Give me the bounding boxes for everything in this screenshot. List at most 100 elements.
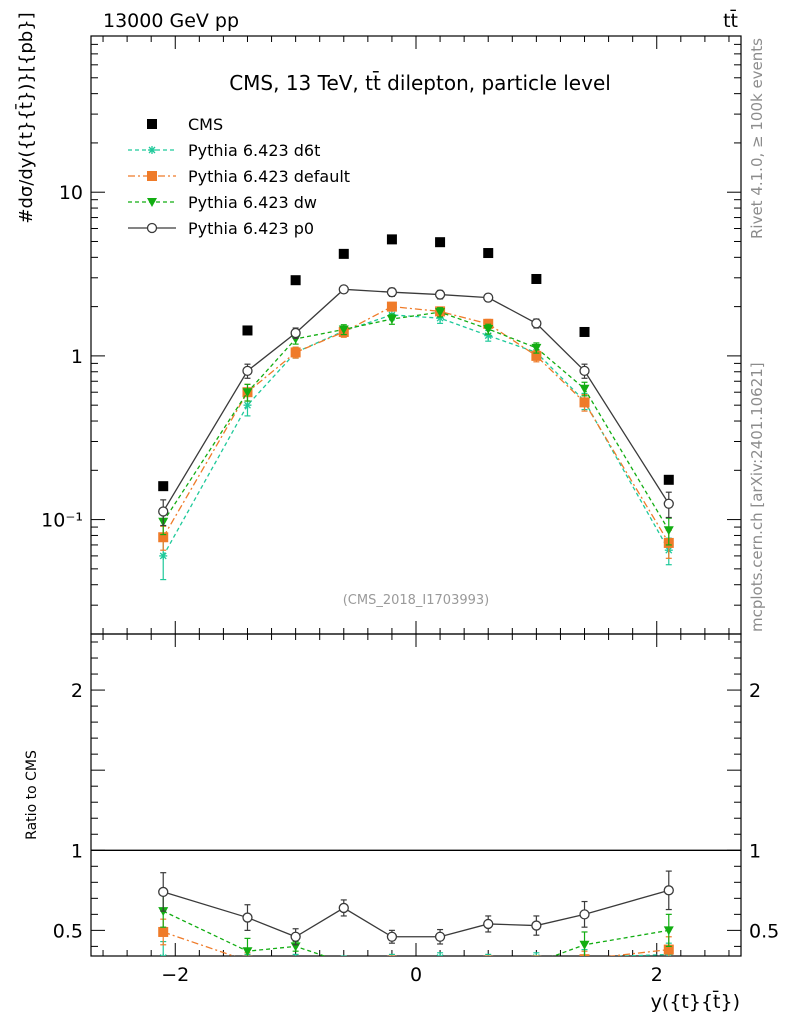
ratio-y-tick-label-right: 2 (749, 680, 761, 702)
ratio-point (242, 955, 253, 956)
ratio-point (386, 955, 397, 956)
legend-marker (148, 146, 156, 154)
ratio-point (663, 885, 674, 896)
data-point (242, 325, 253, 336)
data-point (531, 318, 542, 329)
data-point (158, 506, 169, 517)
ratio-point (243, 958, 251, 966)
ratio-point (483, 958, 493, 967)
data-point (663, 526, 674, 536)
ratio-point (339, 958, 349, 967)
x-tick-label: −2 (161, 964, 189, 986)
ratio-y-tick-label-right: 1 (749, 840, 761, 862)
data-point (531, 343, 542, 353)
ratio-point (531, 958, 541, 967)
ratio-y-tick-label-right: 0.5 (749, 920, 779, 942)
ratio-point (483, 918, 494, 930)
ratio-point (435, 957, 445, 967)
data-point (663, 474, 674, 485)
process-label: tt̄ (723, 8, 738, 32)
data-point (386, 315, 397, 325)
legend-label: Pythia 6.423 dw (188, 193, 317, 212)
legend-item: CMS (147, 115, 223, 134)
data-point (338, 284, 349, 295)
data-point (434, 289, 446, 300)
legend-item: Pythia 6.423 dw (128, 193, 317, 212)
series-2 (158, 301, 674, 559)
ratio-series-3 (158, 870, 674, 946)
data-point (386, 287, 398, 298)
ratio-point (579, 909, 590, 920)
legend-label: Pythia 6.423 p0 (188, 219, 314, 238)
main-panel-data (158, 234, 674, 581)
ratio-point (158, 886, 169, 898)
ratio-point (339, 957, 349, 967)
data-point (290, 275, 301, 286)
data-point (159, 551, 168, 560)
x-tick-label: 2 (651, 964, 663, 986)
ratio-point (531, 955, 542, 956)
ratio-y-tick-label: 0.5 (53, 920, 83, 942)
mcplots-credit-label: mcplots.cern.ch [arXiv:2401.10621] (748, 362, 766, 632)
data-point (242, 365, 253, 377)
y-axis-label: #dσ/dy({t}{t̄})}[{pb}] (15, 12, 37, 223)
data-point (386, 301, 397, 312)
legend: CMS Pythia 6.423 d6t Pythia 6.423 default P… (128, 115, 350, 238)
ratio-y-tick-label: 1 (71, 840, 83, 862)
ratio-point (579, 940, 590, 950)
ratio-point (663, 926, 674, 936)
ratio-point (532, 953, 540, 956)
rivet-version-label: Rivet 4.1.0, ≥ 100k events (748, 38, 766, 239)
series-1 (159, 309, 673, 581)
ratio-point (531, 920, 542, 931)
ratio-series-2 (158, 894, 674, 967)
data-point (243, 401, 252, 410)
ratio-y-axis-label: Ratio to CMS (24, 750, 40, 840)
data-point (663, 498, 674, 509)
legend-marker (146, 222, 158, 234)
ratio-point (290, 931, 301, 942)
ratio-point (435, 958, 445, 967)
series-line (162, 314, 670, 557)
legend-item: Pythia 6.423 default (128, 167, 350, 186)
y-tick-label: 1 (71, 346, 83, 368)
legend-marker (147, 119, 157, 129)
data-point (531, 350, 542, 361)
data-point (290, 327, 301, 339)
legend-label: Pythia 6.423 d6t (188, 141, 320, 160)
collision-label: 13000 GeV pp (103, 10, 239, 32)
data-point (435, 308, 446, 318)
ratio-point (340, 957, 348, 965)
x-axis-label: y({t}{t̄}) (651, 989, 740, 1013)
data-point (338, 325, 349, 335)
ratio-point (242, 912, 253, 923)
data-point (579, 397, 590, 408)
legend-item: Pythia 6.423 p0 (128, 219, 314, 238)
ratio-point (159, 953, 167, 956)
ratio-line (163, 889, 669, 938)
main-panel-axes: 10⁻¹ 1 10 (41, 35, 742, 635)
data-point (386, 234, 397, 245)
ratio-point (663, 944, 674, 955)
legend-marker (147, 198, 157, 207)
ratio-panel-axes: −2 0 2 0.5 0.5 1 1 2 2 (53, 633, 779, 986)
series-line (162, 305, 670, 544)
data-point (242, 388, 253, 398)
ratio-panel-data (158, 870, 674, 967)
analysis-watermark: (CMS_2018_I1703993) (343, 593, 490, 608)
ratio-clipped (158, 870, 674, 967)
series-line (162, 288, 670, 512)
ratio-point (338, 902, 349, 914)
legend-item: Pythia 6.423 d6t (128, 141, 320, 160)
ratio-point (158, 926, 169, 937)
ratio-point (242, 947, 253, 956)
ratio-point (436, 953, 444, 956)
data-point (483, 292, 494, 303)
y-tick-label: 10 (59, 182, 83, 204)
data-point (579, 384, 590, 394)
data-point (158, 532, 169, 543)
ratio-point (434, 931, 446, 942)
ratio-frame (90, 633, 742, 957)
ratio-point (483, 955, 494, 956)
